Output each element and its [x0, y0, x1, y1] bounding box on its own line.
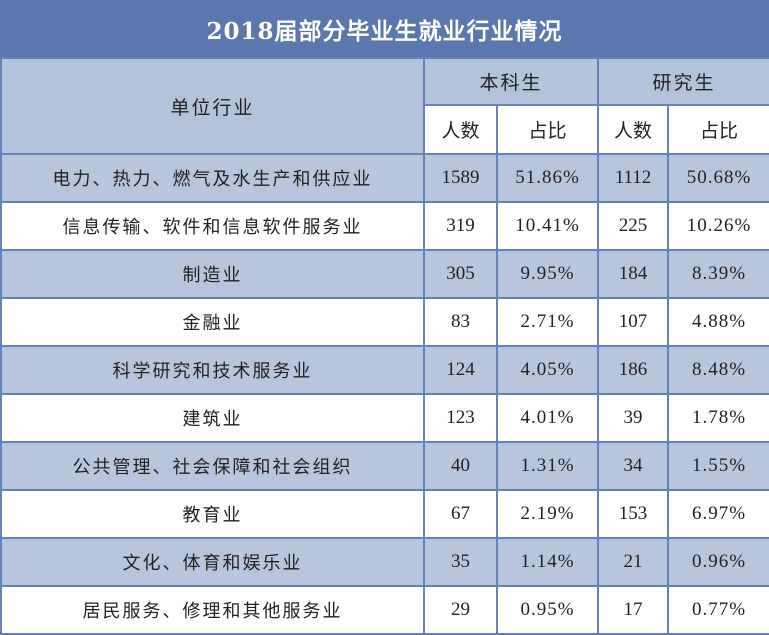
employment-table: 单位行业 本科生 研究生 人数 占比 人数 占比 电力、热力、燃气及水生产和供应… [0, 57, 769, 635]
industry-cell: 制造业 [0, 249, 425, 299]
gr-ratio-cell: 50.68% [667, 153, 769, 203]
ug-ratio-cell: 4.01% [495, 393, 600, 443]
industry-cell: 电力、热力、燃气及水生产和供应业 [0, 153, 425, 203]
ug-ratio-cell: 10.41% [495, 201, 600, 251]
header-ug-ratio: 占比 [495, 104, 600, 155]
gr-count-cell: 225 [597, 201, 670, 251]
industry-cell: 建筑业 [0, 393, 425, 443]
ug-count-cell: 319 [423, 201, 498, 251]
gr-count-cell: 1112 [597, 153, 670, 203]
gr-ratio-cell: 0.96% [667, 537, 769, 587]
ug-ratio-cell: 1.14% [495, 537, 600, 587]
ug-ratio-cell: 9.95% [495, 249, 600, 299]
ug-ratio-cell: 51.86% [495, 153, 600, 203]
gr-count-cell: 21 [597, 537, 670, 587]
header-graduate: 研究生 [597, 57, 769, 106]
ug-ratio-cell: 2.71% [495, 297, 600, 347]
gr-ratio-cell: 6.97% [667, 489, 769, 539]
gr-count-cell: 17 [597, 585, 670, 635]
industry-cell: 居民服务、修理和其他服务业 [0, 585, 425, 635]
ug-count-cell: 124 [423, 345, 498, 395]
ug-count-cell: 40 [423, 441, 498, 491]
gr-count-cell: 34 [597, 441, 670, 491]
industry-cell: 金融业 [0, 297, 425, 347]
gr-ratio-cell: 8.48% [667, 345, 769, 395]
gr-ratio-cell: 10.26% [667, 201, 769, 251]
industry-cell: 科学研究和技术服务业 [0, 345, 425, 395]
ug-count-cell: 29 [423, 585, 498, 635]
table-row: 教育业 67 2.19% 153 6.97% [0, 489, 769, 539]
table-row: 科学研究和技术服务业 124 4.05% 186 8.48% [0, 345, 769, 395]
gr-ratio-cell: 8.39% [667, 249, 769, 299]
industry-cell: 公共管理、社会保障和社会组织 [0, 441, 425, 491]
ug-count-cell: 305 [423, 249, 498, 299]
industry-cell: 信息传输、软件和信息软件服务业 [0, 201, 425, 251]
gr-ratio-cell: 4.88% [667, 297, 769, 347]
header-gr-count: 人数 [597, 104, 670, 155]
gr-ratio-cell: 1.55% [667, 441, 769, 491]
ug-count-cell: 35 [423, 537, 498, 587]
ug-ratio-cell: 4.05% [495, 345, 600, 395]
table-row: 建筑业 123 4.01% 39 1.78% [0, 393, 769, 443]
header-gr-ratio: 占比 [667, 104, 769, 155]
gr-ratio-cell: 1.78% [667, 393, 769, 443]
table-row: 居民服务、修理和其他服务业 29 0.95% 17 0.77% [0, 585, 769, 635]
table-row: 制造业 305 9.95% 184 8.39% [0, 249, 769, 299]
ug-ratio-cell: 2.19% [495, 489, 600, 539]
table-row: 电力、热力、燃气及水生产和供应业 1589 51.86% 1112 50.68% [0, 153, 769, 203]
header-undergrad: 本科生 [422, 57, 600, 106]
gr-count-cell: 39 [597, 393, 670, 443]
table-title: 2018届部分毕业生就业行业情况 [0, 0, 769, 57]
table-row: 金融业 83 2.71% 107 4.88% [0, 297, 769, 347]
industry-cell: 教育业 [0, 489, 425, 539]
industry-cell: 文化、体育和娱乐业 [0, 537, 425, 587]
header-industry: 单位行业 [0, 57, 425, 155]
table-row: 文化、体育和娱乐业 35 1.14% 21 0.96% [0, 537, 769, 587]
ug-count-cell: 67 [423, 489, 498, 539]
gr-count-cell: 107 [597, 297, 670, 347]
ug-ratio-cell: 1.31% [495, 441, 600, 491]
ug-count-cell: 83 [423, 297, 498, 347]
table-row: 公共管理、社会保障和社会组织 40 1.31% 34 1.55% [0, 441, 769, 491]
table-row: 信息传输、软件和信息软件服务业 319 10.41% 225 10.26% [0, 201, 769, 251]
header-ug-count: 人数 [423, 104, 498, 155]
gr-count-cell: 184 [597, 249, 670, 299]
ug-count-cell: 1589 [423, 153, 498, 203]
header-row-1: 单位行业 本科生 研究生 [0, 57, 769, 155]
gr-ratio-cell: 0.77% [667, 585, 769, 635]
ug-ratio-cell: 0.95% [495, 585, 600, 635]
gr-count-cell: 153 [597, 489, 670, 539]
ug-count-cell: 123 [423, 393, 498, 443]
gr-count-cell: 186 [597, 345, 670, 395]
header-row-2: 人数 占比 人数 占比 [1, 104, 769, 155]
